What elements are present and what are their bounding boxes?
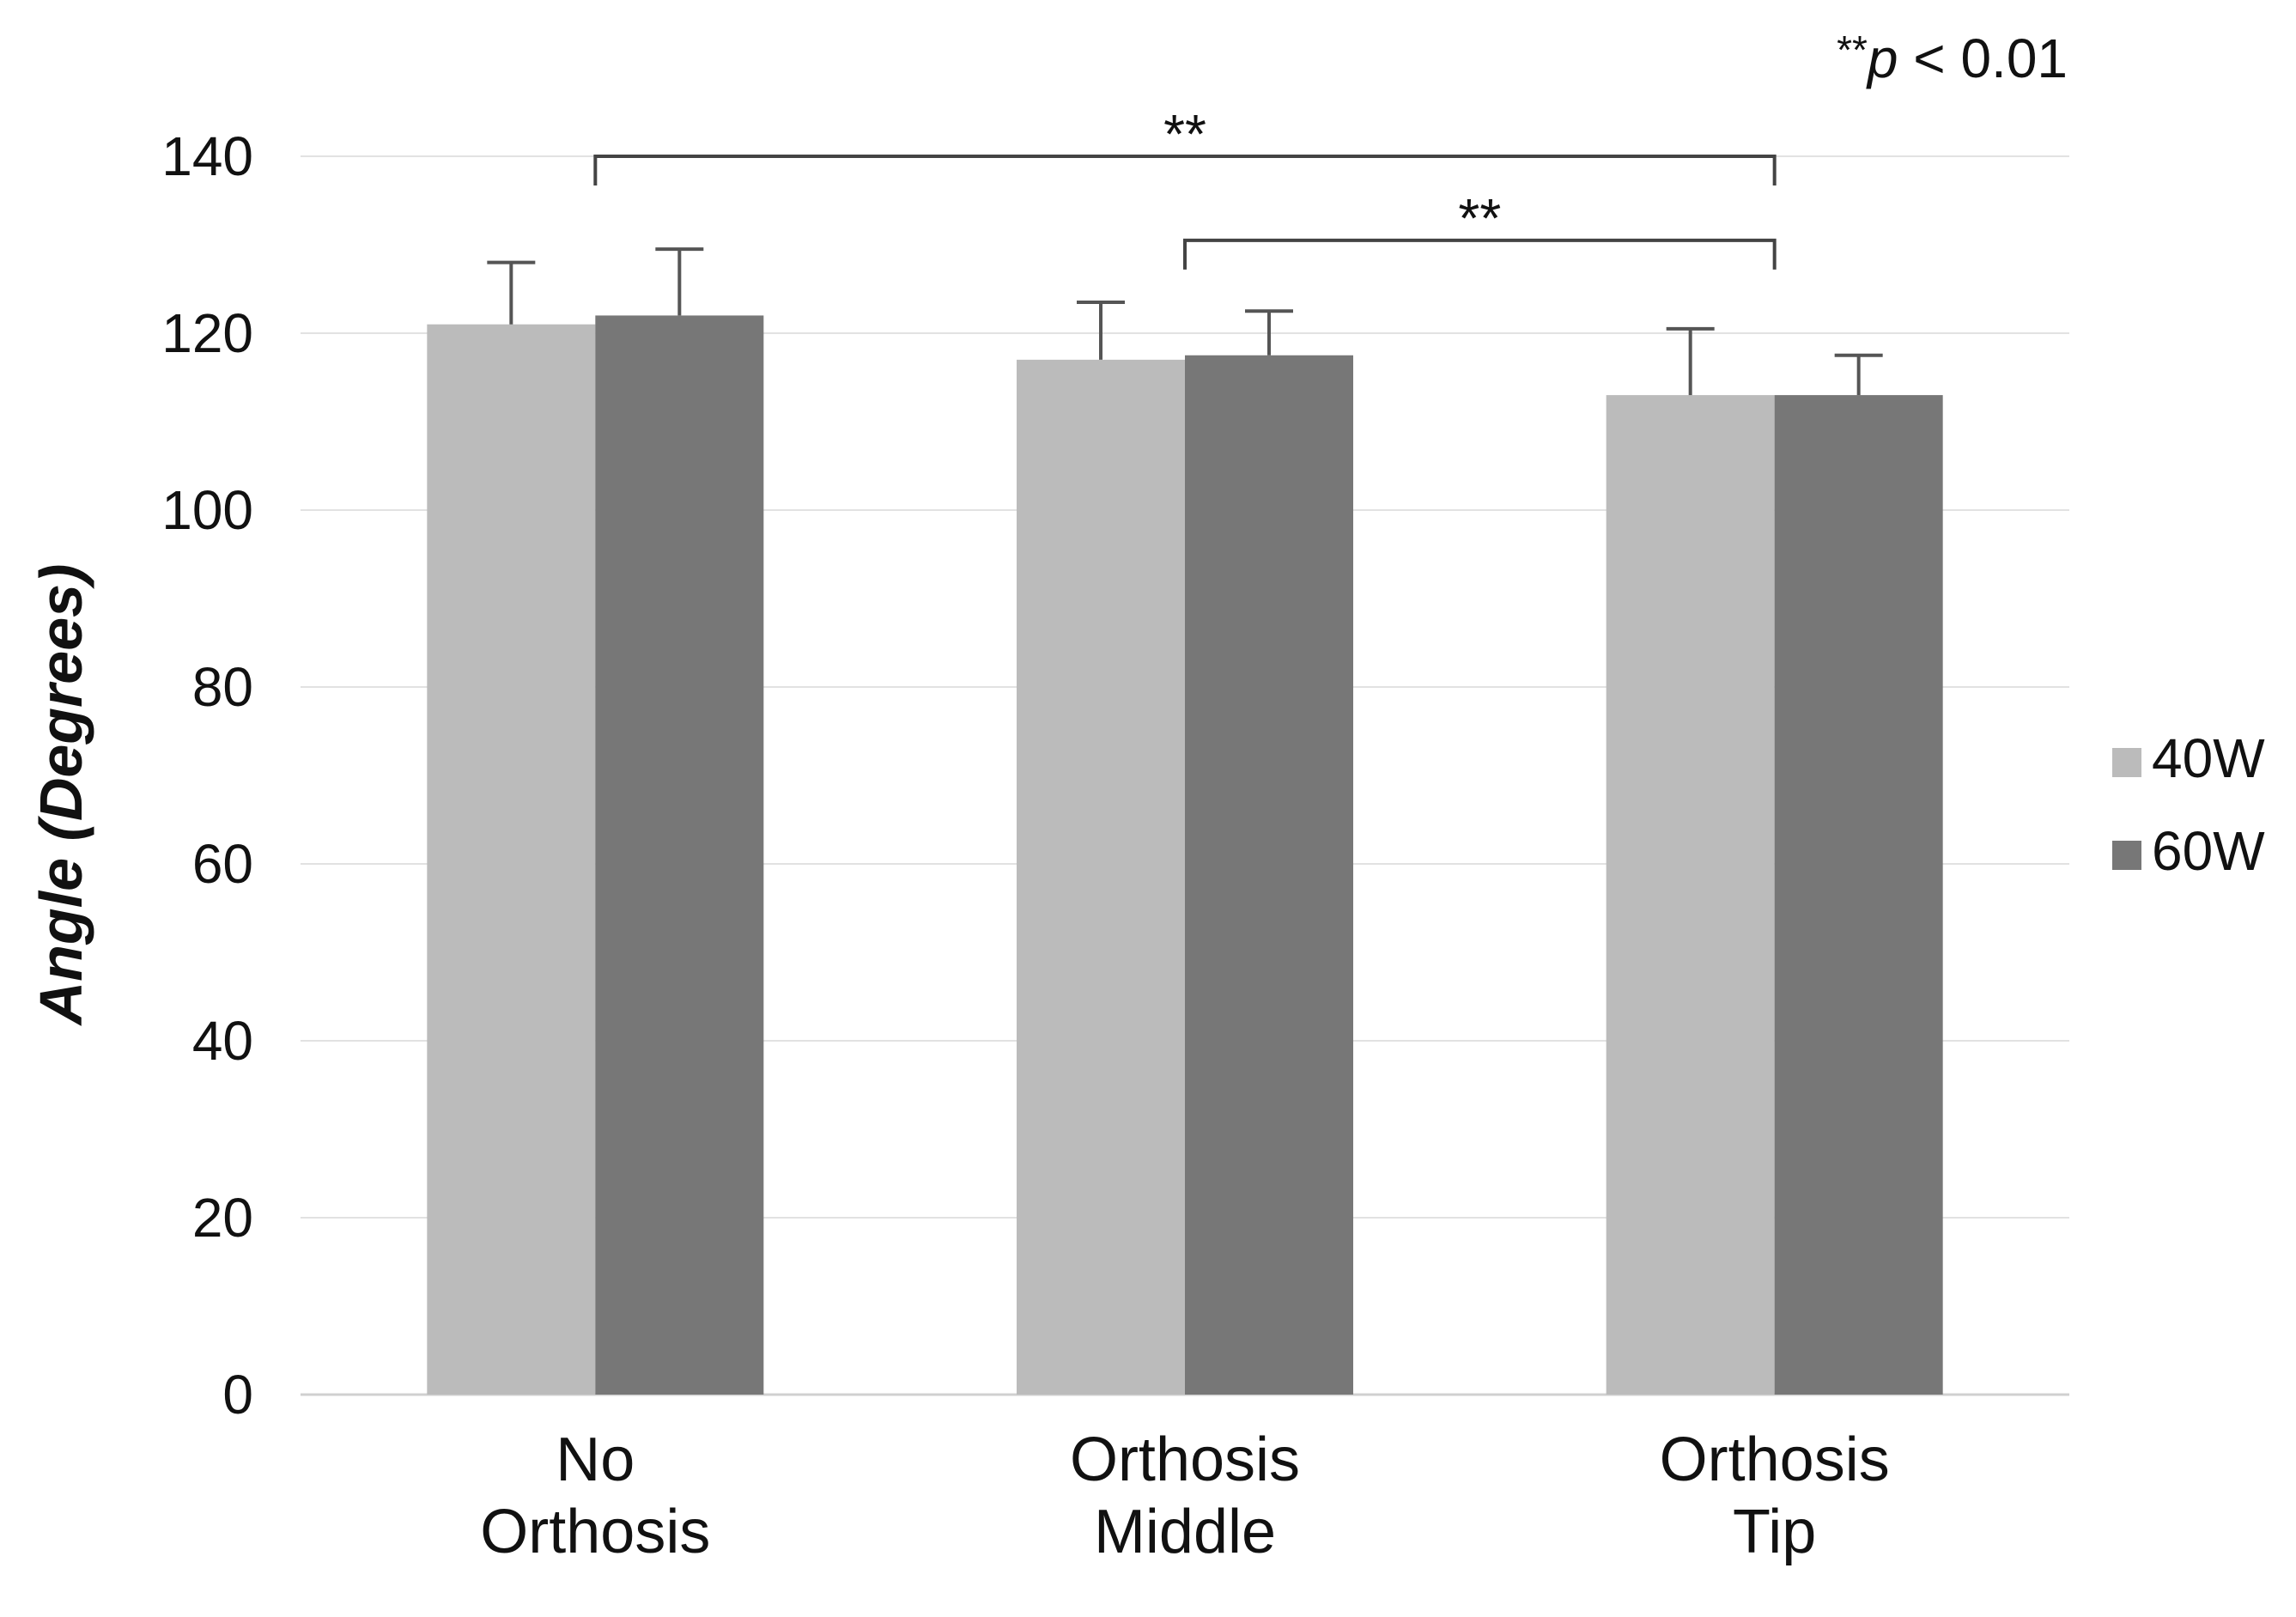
x-category-label: Orthosis <box>1070 1426 1300 1494</box>
x-category-label: Orthosis <box>1660 1426 1890 1494</box>
y-axis-label: Angle (Degrees) <box>27 564 94 1027</box>
significance-brackets: ** ** <box>593 103 1777 270</box>
legend-label-60w: 60W <box>2152 820 2265 882</box>
bar-60w-1 <box>1185 355 1353 1395</box>
x-category-label: Orthosis <box>480 1498 710 1566</box>
y-tick-label: 0 <box>222 1364 253 1426</box>
y-tick-label: 100 <box>161 479 253 541</box>
bar-60w-2 <box>1774 395 1943 1395</box>
y-tick-label: 140 <box>161 125 253 187</box>
significance-note-p: p <box>1866 27 1898 89</box>
x-category-label: No <box>556 1426 635 1494</box>
x-category-label: Middle <box>1094 1498 1276 1566</box>
significance-note-stars: ** <box>1837 27 1868 72</box>
significance-note-rest: < 0.01 <box>1898 27 2068 89</box>
error-bars <box>487 247 1883 396</box>
bars <box>427 315 1943 1395</box>
bar-40w-1 <box>1017 359 1185 1395</box>
y-tick-label: 60 <box>192 833 253 895</box>
y-tick-label: 40 <box>192 1010 253 1072</box>
bar-40w-0 <box>427 324 596 1395</box>
legend-label-40w: 40W <box>2152 727 2265 789</box>
legend-swatch-40w <box>2112 748 2141 777</box>
y-axis-ticks: 0 20 40 60 80 100 120 140 <box>161 125 253 1426</box>
significance-note: **p < 0.01 <box>1837 27 2068 89</box>
significance-label: ** <box>1163 103 1206 165</box>
legend-swatch-60w <box>2112 841 2141 870</box>
bar-40w-2 <box>1606 395 1775 1395</box>
significance-label: ** <box>1458 187 1501 249</box>
significance-bracket <box>593 155 1777 185</box>
bar-60w-0 <box>595 315 764 1395</box>
legend: 40W 60W <box>2112 727 2265 882</box>
x-category-label: Tip <box>1733 1498 1816 1566</box>
y-tick-label: 20 <box>192 1187 253 1249</box>
y-tick-label: 120 <box>161 302 253 364</box>
significance-bracket <box>1183 238 1777 270</box>
y-tick-label: 80 <box>192 656 253 718</box>
